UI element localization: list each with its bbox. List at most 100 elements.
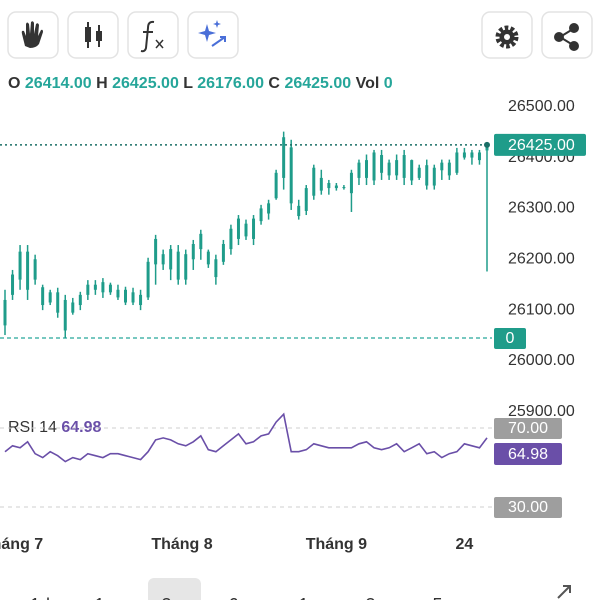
x-tick-label: 24 [456,536,474,553]
candle-body [93,284,97,290]
timeframe-button[interactable]: 5y [432,595,451,600]
hand-icon [21,21,43,48]
candle-body [297,205,301,217]
candle-body [387,162,391,176]
volume-badge [494,328,526,349]
candle-body [425,165,429,186]
x-tick-label: Tháng 7 [0,536,43,553]
candle-body [146,261,150,298]
candle-body [462,152,466,158]
timeframe-button[interactable]: 1m [94,595,119,600]
share-button[interactable] [541,11,593,59]
y-tick-label: 26500.00 [508,98,575,115]
candle-body [154,238,158,265]
candle-body [221,244,225,262]
timeframe-button[interactable]: 3y [365,595,384,600]
candle-body [124,289,127,303]
candle-body [319,177,323,191]
rsi-level-badge [494,497,562,519]
candle-body [33,259,37,280]
candle-body [289,147,293,204]
last-price-badge [494,133,586,156]
candle-body [139,294,143,306]
volume-label: Vol [356,75,380,92]
candle-body [71,302,75,313]
candle-body [108,284,112,293]
timeframe-button[interactable]: 3m [161,595,186,600]
rsi-current-badge [494,443,562,466]
y-tick-label: 26200.00 [508,250,575,267]
ohlc-header: O 26414.00 H 26425.00 L 26176.00 C 26425… [8,75,393,92]
candle-body [259,208,263,222]
candle-icon [85,22,102,48]
open-label: O [8,75,20,92]
candle-body [26,251,30,290]
candle-body [56,292,60,313]
rsi-level-badge [494,418,562,440]
candle-body [116,289,120,298]
candle-body [229,228,233,250]
candle-body [470,152,474,158]
high-value: 26425.00 [112,75,179,92]
close-label: C [268,75,280,92]
candle-body [169,249,173,270]
y-tick-label: 26300.00 [508,200,575,217]
share-icon [554,23,579,51]
open-value: 26414.00 [25,75,92,92]
timeframe-selected-bg [148,578,201,600]
low-value: 26176.00 [197,75,264,92]
toolbar [7,11,593,59]
candle-body [304,188,308,211]
candle-body [176,251,180,280]
candle-body [267,203,271,214]
candle-body [440,162,444,171]
x-tick-label: Tháng 9 [306,536,367,553]
high-label: H [96,75,108,92]
candle-body [131,292,135,303]
candle-body [372,152,376,181]
timeframe-button[interactable]: 6m [228,595,253,600]
candle-body [244,223,248,237]
magic-button[interactable] [187,11,239,59]
candle-body [455,152,459,173]
close-value: 26425.00 [284,75,351,92]
y-tick-label: 26100.00 [508,301,575,318]
candle-body [161,254,165,265]
low-label: L [183,75,193,92]
candle-body [477,152,481,161]
rsi-current-label: 64.98 [508,446,548,463]
candle-body [63,299,67,331]
expand-icon[interactable] [557,585,571,599]
y-tick-label: 26000.00 [508,352,575,369]
timeframe-button[interactable]: 1d [30,595,50,600]
candle-body [199,233,203,250]
candle-body [48,292,52,303]
candle-body [252,218,256,239]
candle-body [395,160,399,176]
candle-body [327,182,331,189]
timeframe-button[interactable]: 1y [298,595,317,600]
candle-body [184,254,188,280]
fx-icon [140,20,164,53]
last-price-dot [484,141,490,148]
rsi-header: RSI 14 64.98 [8,419,102,436]
candle-body [101,282,105,293]
rsi-level-label: 70.00 [508,420,548,437]
volume-badge-label: 0 [506,330,515,347]
indicator-button[interactable] [127,11,179,59]
y-tick-label: 25900.00 [508,403,575,420]
candle-body [447,162,451,176]
candle-body [3,299,7,326]
gear-icon [495,25,519,49]
candle-body [274,172,278,199]
candle-body [342,187,346,189]
candle-body [349,172,353,194]
candle-body [214,259,218,278]
candle-body [334,185,338,189]
candle-body [236,218,240,239]
rsi-level-label: 30.00 [508,499,548,516]
candle-button[interactable] [67,11,119,59]
candle-body [432,167,436,186]
